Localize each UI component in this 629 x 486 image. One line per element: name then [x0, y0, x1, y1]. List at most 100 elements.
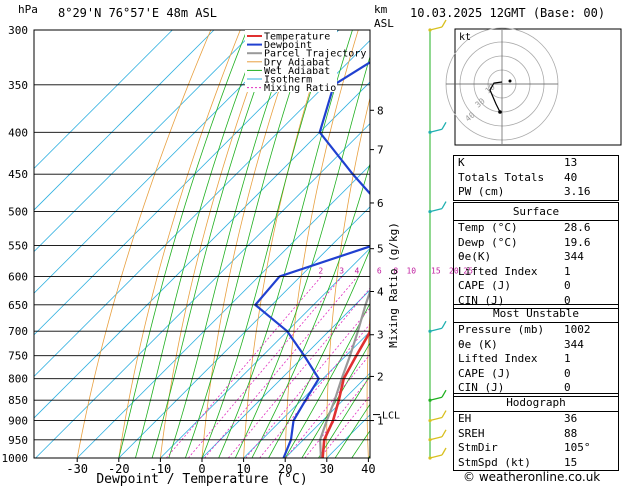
- plot-frame: [33, 29, 371, 459]
- hodo-value: 15: [564, 455, 578, 469]
- isotherm-line: [34, 30, 340, 336]
- hodo-row: SREH 88: [454, 427, 619, 442]
- wind-barb-dot: [428, 456, 432, 460]
- isotherm-line: [76, 164, 370, 458]
- hodo-value: 105°: [564, 441, 591, 454]
- index-label: Totals Totals: [458, 170, 545, 184]
- surface-row: CIN (J) 0: [454, 294, 619, 309]
- pressure-unit: hPa: [18, 3, 38, 16]
- pressure-tick-label: 350: [8, 79, 28, 92]
- pressure-tick-label: 1000: [2, 452, 29, 465]
- plot-area: [34, 30, 447, 458]
- wind-barb-dot: [428, 130, 432, 134]
- wind-barb-flag: [441, 201, 447, 209]
- wind-barb-flag: [441, 19, 447, 28]
- hodo-label: EH: [458, 412, 472, 425]
- mixing-ratio-label: 10: [406, 266, 416, 275]
- surface-label: CIN (J): [458, 293, 505, 307]
- wind-barb: [428, 19, 447, 32]
- wind-barb-flag: [441, 429, 447, 438]
- mu-label: CIN (J): [458, 381, 505, 394]
- mu-value: 0: [564, 381, 571, 394]
- mu-label: CAPE (J): [458, 366, 511, 380]
- most-unstable-title: Most Unstable: [453, 304, 619, 323]
- km-tick-label: 2: [377, 370, 384, 383]
- pressure-tick-label: 900: [8, 415, 28, 428]
- surface-row: Lifted Index 1: [454, 265, 619, 280]
- pressure-tick-label: 300: [8, 24, 28, 37]
- legend-entry: Wet Adiabat: [264, 66, 330, 77]
- mixing-ratio-label: 25: [463, 266, 473, 275]
- wet-adiabat-line: [268, 248, 370, 458]
- indices-table: K 13 Totals Totals 40 PW (cm) 3.16: [453, 155, 619, 201]
- pressure-tick-label: 600: [8, 270, 28, 283]
- pressure-tick-label: 950: [8, 434, 28, 447]
- mu-label: Lifted Index: [458, 352, 538, 365]
- wind-barb-shaft: [429, 454, 443, 459]
- isotherm-line: [35, 123, 370, 458]
- isotherm-line: [201, 289, 370, 458]
- hodograph-title: Hodograph: [453, 393, 619, 412]
- mixing-ratio-line: [245, 307, 370, 458]
- mixing-ratio-label: 8: [393, 266, 398, 275]
- hodograph-frame: [454, 28, 622, 146]
- mu-label: θe (K): [458, 337, 498, 351]
- x-tick-label: 0: [198, 462, 205, 476]
- surface-label: θe(K): [458, 250, 492, 263]
- mixing-ratio-label: 2: [318, 266, 323, 275]
- index-row: PW (cm) 3.16: [454, 185, 619, 200]
- wind-barb-shaft: [429, 207, 443, 213]
- index-value: 3.16: [564, 185, 591, 198]
- mu-value: 1002: [564, 323, 591, 336]
- x-tick-label: 20: [278, 462, 292, 476]
- isotherm-line: [284, 372, 370, 458]
- mixing-ratio-axis-label: Mixing Ratio (g/kg): [387, 222, 400, 348]
- hodograph-unit: kt: [459, 32, 471, 43]
- x-tick-label: 10: [236, 462, 250, 476]
- x-tick-label: -20: [108, 462, 130, 476]
- wind-barb-flag: [441, 447, 447, 456]
- wind-barb: [428, 447, 447, 460]
- wind-barb: [428, 389, 447, 402]
- pressure-tick-label: 500: [8, 206, 28, 219]
- wind-barb: [428, 410, 447, 423]
- surface-row: θe(K) 344: [454, 250, 619, 265]
- km-tick-label: 7: [377, 144, 384, 157]
- isotherm-line: [160, 247, 370, 458]
- hodo-value: 36: [564, 412, 578, 425]
- km-tick-label: 1: [377, 415, 384, 428]
- x-tick-label: -30: [66, 462, 88, 476]
- surface-value: 28.6: [564, 221, 591, 234]
- wind-barb: [428, 201, 447, 214]
- surface-value: 344: [564, 250, 584, 263]
- mu-value: 0: [564, 366, 571, 380]
- temperature-line: [321, 328, 370, 458]
- wind-barb-dot: [428, 418, 432, 423]
- pressure-tick-label: 800: [8, 373, 28, 386]
- mu-row: θe (K) 344: [454, 338, 619, 353]
- wind-barb: [428, 320, 447, 333]
- wind-barb-dot: [428, 329, 432, 333]
- km-tick-label: 5: [377, 243, 384, 256]
- hodo-label: StmSpd (kt): [458, 455, 531, 469]
- legend-entry: Dewpoint: [264, 40, 312, 51]
- dry-adiabat-line: [76, 30, 212, 458]
- mixing-ratio-label: 4: [355, 266, 360, 275]
- mu-value: 344: [564, 337, 584, 351]
- dry-adiabat-line: [406, 30, 447, 458]
- watermark: © weatheronline.co.uk: [463, 470, 601, 484]
- wind-barb-shaft: [429, 416, 443, 422]
- mixing-ratio-label: 6: [377, 266, 382, 275]
- mixing-ratio-label: 3: [339, 266, 344, 275]
- mu-row: Pressure (mb) 1002: [454, 323, 619, 338]
- wind-barb: [428, 121, 447, 134]
- km-unit: km: [374, 3, 388, 16]
- km-tick-label: 8: [377, 104, 384, 117]
- mixing-ratio-line: [204, 276, 358, 458]
- wind-barb: [428, 429, 447, 442]
- dry-adiabat-line: [201, 30, 300, 458]
- wind-barb-dot: [428, 398, 432, 402]
- legend-entry: Isotherm: [264, 75, 312, 86]
